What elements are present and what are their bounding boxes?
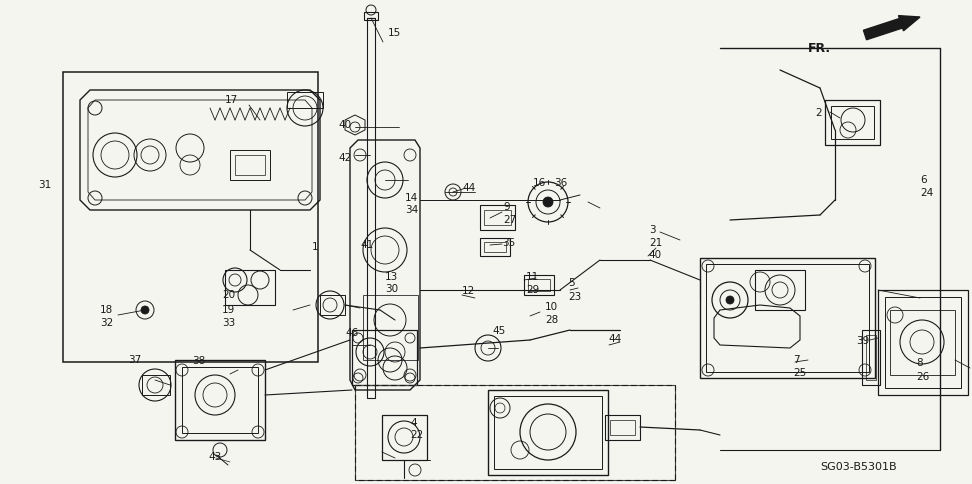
Text: 46: 46 [345, 328, 359, 338]
Bar [142, 375, 170, 395]
Bar [235, 155, 265, 175]
Text: 6: 6 [920, 175, 926, 185]
Bar [605, 415, 640, 440]
Text: 44: 44 [462, 183, 475, 193]
Text: 11: 11 [526, 272, 539, 282]
Text: 13: 13 [385, 272, 399, 282]
Text: SG03-B5301B: SG03-B5301B [820, 462, 896, 472]
Text: 39: 39 [856, 336, 869, 346]
Text: 8: 8 [916, 358, 922, 368]
Bar [182, 367, 258, 433]
Circle shape [543, 197, 553, 207]
Text: 37: 37 [128, 355, 141, 365]
Text: 19: 19 [222, 305, 235, 315]
Text: 24: 24 [920, 188, 933, 198]
Bar [363, 295, 418, 360]
Text: 35: 35 [502, 238, 515, 248]
Bar [480, 238, 510, 256]
Bar [364, 12, 378, 20]
Bar [890, 310, 955, 375]
Bar [825, 100, 880, 145]
Text: 2: 2 [815, 108, 821, 118]
Bar [706, 264, 869, 372]
Text: 30: 30 [385, 284, 399, 294]
Text: 27: 27 [503, 215, 516, 225]
Text: 26: 26 [916, 372, 929, 382]
Text: 20: 20 [222, 290, 235, 300]
Bar [484, 242, 506, 252]
Bar [230, 150, 270, 180]
Text: 12: 12 [462, 286, 475, 296]
Bar [175, 360, 265, 440]
Text: 16: 16 [533, 178, 546, 188]
Text: 45: 45 [492, 326, 505, 336]
Text: 31: 31 [38, 180, 52, 190]
Text: 29: 29 [526, 285, 539, 295]
Text: 34: 34 [405, 205, 418, 215]
Bar [63, 72, 318, 362]
Bar [287, 92, 323, 108]
Bar [225, 270, 275, 305]
Bar [866, 335, 876, 380]
Bar [878, 290, 968, 395]
Text: 5: 5 [568, 278, 574, 288]
Text: 15: 15 [388, 28, 401, 38]
Bar [382, 415, 427, 460]
Text: 23: 23 [568, 292, 581, 302]
Text: 9: 9 [503, 202, 509, 212]
Text: 4: 4 [410, 418, 417, 428]
Text: FR.: FR. [808, 42, 831, 55]
Text: 43: 43 [208, 452, 222, 462]
Text: 21: 21 [649, 238, 662, 248]
Bar [352, 330, 417, 385]
Bar [885, 297, 961, 388]
Bar [367, 18, 375, 398]
Text: 44: 44 [608, 334, 621, 344]
Text: 22: 22 [410, 430, 423, 440]
Text: 1: 1 [312, 242, 319, 252]
Text: 40: 40 [648, 250, 661, 260]
Bar [355, 385, 675, 480]
Text: 40: 40 [338, 120, 351, 130]
Bar [528, 279, 550, 291]
Text: 17: 17 [225, 95, 238, 105]
Text: 41: 41 [360, 240, 373, 250]
Bar [831, 106, 874, 139]
Text: 38: 38 [192, 356, 205, 366]
Text: 7: 7 [793, 355, 800, 365]
Bar [494, 396, 602, 469]
Text: 36: 36 [554, 178, 568, 188]
Text: 32: 32 [100, 318, 114, 328]
Text: 18: 18 [100, 305, 114, 315]
Circle shape [141, 306, 149, 314]
FancyArrow shape [863, 15, 920, 40]
Text: 3: 3 [649, 225, 656, 235]
Circle shape [726, 296, 734, 304]
Text: 42: 42 [338, 153, 351, 163]
Text: 33: 33 [222, 318, 235, 328]
Text: 10: 10 [545, 302, 558, 312]
Bar [484, 210, 511, 225]
Bar [488, 390, 608, 475]
Bar [320, 295, 345, 315]
Text: 25: 25 [793, 368, 806, 378]
Bar [862, 330, 880, 385]
Text: 14: 14 [405, 193, 418, 203]
Bar [480, 205, 515, 230]
Text: 28: 28 [545, 315, 558, 325]
Bar [610, 420, 635, 435]
Bar [524, 275, 554, 295]
Bar [755, 270, 805, 310]
Bar [700, 258, 875, 378]
